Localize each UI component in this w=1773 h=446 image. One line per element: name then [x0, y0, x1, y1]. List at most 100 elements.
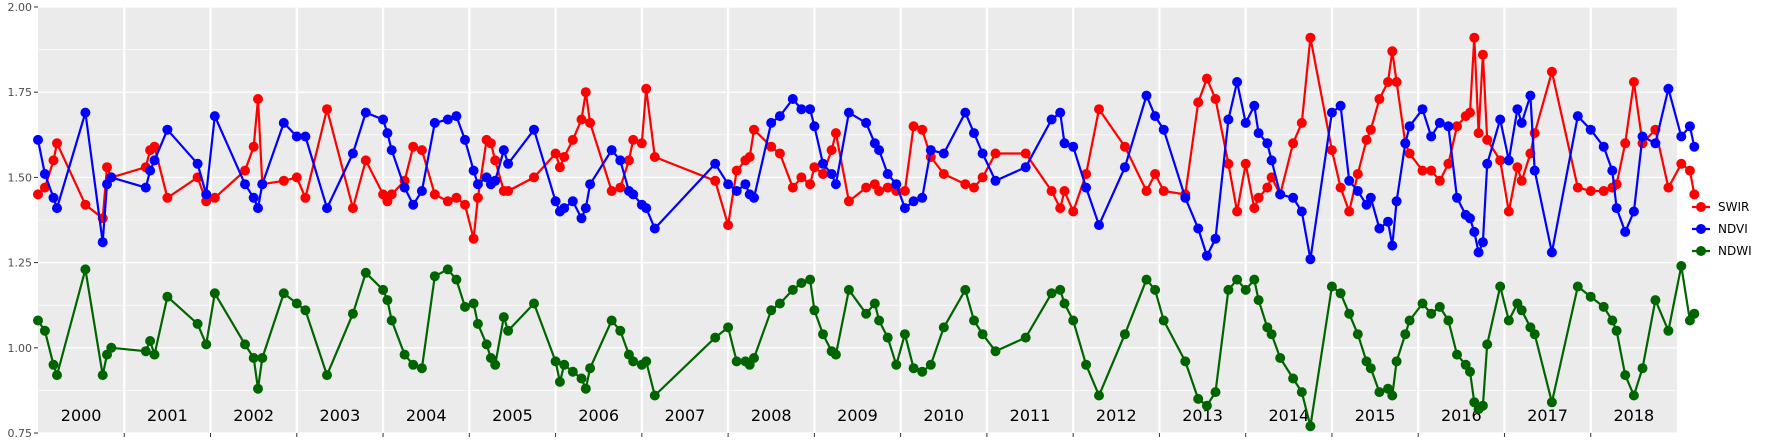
data-point — [429, 271, 440, 282]
data-point — [766, 117, 777, 128]
data-point — [1637, 131, 1648, 142]
data-point — [291, 172, 302, 183]
data-point — [908, 121, 919, 132]
data-point — [1404, 315, 1415, 326]
data-point — [744, 152, 755, 162]
data-point — [1296, 117, 1307, 128]
data-point — [1598, 301, 1609, 312]
year-label: 2016 — [1441, 406, 1482, 425]
data-point — [1240, 284, 1251, 295]
data-point — [1223, 114, 1234, 125]
data-point — [1452, 121, 1462, 132]
data-point — [1628, 206, 1639, 217]
data-point — [559, 359, 570, 370]
data-point — [162, 124, 173, 135]
legend-label: NDVI — [1718, 222, 1748, 236]
year-label: 2010 — [923, 406, 964, 425]
year-label: 2011 — [1010, 406, 1051, 425]
data-point — [145, 165, 156, 176]
data-point — [382, 128, 393, 139]
data-point — [1210, 94, 1221, 104]
data-point — [1344, 175, 1355, 186]
data-point — [1482, 158, 1493, 169]
data-point — [1055, 284, 1066, 295]
data-point — [1546, 66, 1557, 77]
data-point — [1628, 390, 1639, 401]
data-point — [1689, 141, 1700, 152]
data-point — [1232, 77, 1243, 87]
data-point — [1361, 134, 1372, 145]
data-point — [1249, 203, 1260, 214]
data-point — [615, 325, 626, 336]
data-point — [1512, 104, 1523, 115]
data-point — [1391, 356, 1402, 367]
data-point — [386, 145, 397, 156]
data-point — [490, 359, 501, 370]
data-point — [960, 284, 971, 295]
data-point — [468, 165, 479, 176]
data-point — [347, 308, 358, 319]
data-point — [33, 315, 43, 326]
data-point — [240, 165, 250, 176]
year-label: 2004 — [406, 406, 447, 425]
data-point — [1387, 390, 1398, 401]
data-point — [451, 192, 462, 203]
data-point — [80, 264, 91, 275]
data-point — [1193, 97, 1204, 108]
data-point — [378, 284, 389, 295]
data-point — [1201, 73, 1212, 84]
data-point — [787, 284, 798, 295]
data-point — [891, 179, 902, 190]
data-point — [809, 305, 820, 316]
data-point — [641, 83, 652, 94]
data-point — [796, 278, 807, 288]
data-point — [429, 189, 440, 200]
data-point — [1650, 138, 1661, 149]
data-point — [796, 172, 807, 183]
data-point — [1201, 250, 1212, 261]
data-point — [1637, 363, 1648, 374]
data-point — [1223, 158, 1234, 169]
data-point — [248, 353, 259, 363]
legend-key-marker — [1696, 224, 1706, 234]
data-point — [1465, 107, 1475, 118]
data-point — [1684, 121, 1695, 132]
data-point — [628, 134, 639, 145]
data-point — [1253, 192, 1264, 203]
data-point — [1240, 158, 1251, 169]
data-point — [192, 158, 203, 169]
data-point — [1059, 186, 1070, 196]
data-point — [490, 175, 501, 186]
data-point — [490, 155, 501, 166]
data-point — [1516, 175, 1527, 186]
data-point — [826, 169, 837, 179]
data-point — [1232, 206, 1243, 217]
data-point — [162, 192, 173, 203]
data-point — [529, 298, 539, 309]
data-point — [201, 196, 212, 207]
data-point — [1266, 172, 1277, 183]
data-point — [1068, 206, 1079, 217]
data-point — [1335, 182, 1346, 193]
data-point — [1201, 400, 1212, 411]
data-point — [1663, 83, 1674, 94]
data-point — [322, 203, 332, 214]
data-point — [1650, 295, 1661, 306]
series-group — [33, 32, 1700, 432]
year-label: 2013 — [1182, 406, 1223, 425]
legend-label: NDWI — [1718, 244, 1752, 258]
data-point — [498, 312, 509, 323]
data-point — [209, 288, 220, 299]
data-point — [1365, 192, 1376, 203]
data-point — [843, 284, 854, 295]
data-point — [1387, 46, 1398, 57]
data-point — [731, 165, 742, 176]
data-point — [606, 145, 617, 156]
data-point — [1452, 192, 1462, 203]
data-point — [641, 356, 652, 367]
data-point — [1404, 121, 1415, 132]
data-point — [408, 141, 419, 152]
data-point — [891, 359, 902, 370]
data-point — [1473, 128, 1484, 139]
